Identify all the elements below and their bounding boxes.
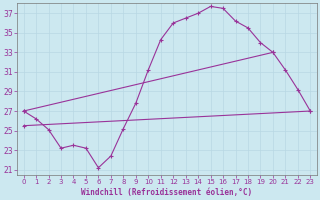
X-axis label: Windchill (Refroidissement éolien,°C): Windchill (Refroidissement éolien,°C) (81, 188, 252, 197)
